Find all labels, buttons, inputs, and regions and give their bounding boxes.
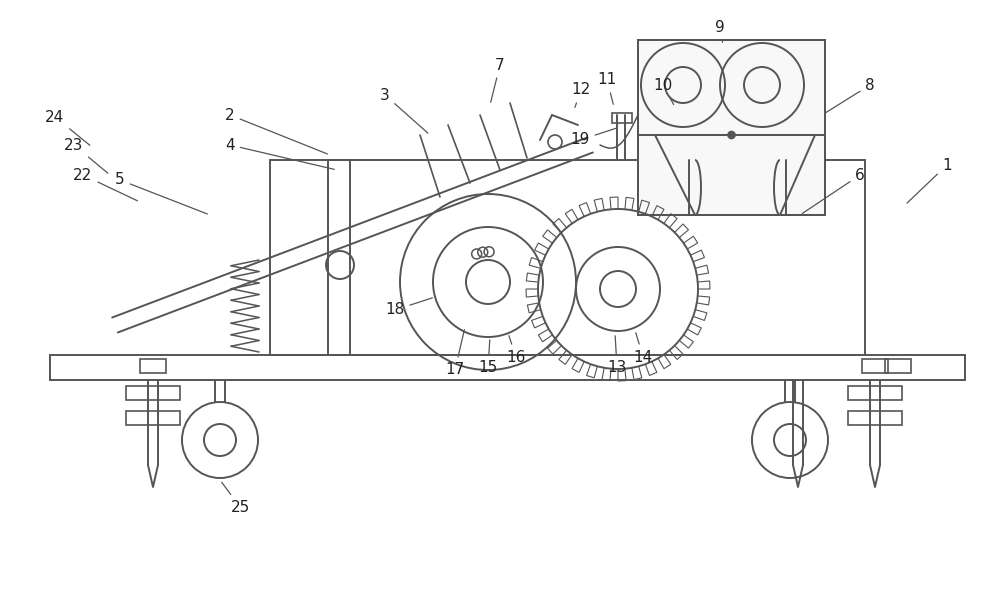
Text: 11: 11: [597, 73, 617, 104]
Circle shape: [728, 131, 736, 139]
Bar: [328, 160, 350, 355]
Bar: [848, 386, 902, 400]
Text: 1: 1: [907, 158, 952, 203]
Bar: [638, 40, 825, 215]
Text: 10: 10: [653, 77, 674, 105]
Text: 14: 14: [633, 333, 653, 365]
Text: 22: 22: [73, 168, 137, 201]
Text: 17: 17: [445, 330, 465, 377]
Text: 2: 2: [225, 108, 327, 154]
Bar: [848, 411, 902, 425]
Text: 25: 25: [222, 482, 250, 515]
Text: 24: 24: [45, 109, 90, 145]
Text: 19: 19: [570, 128, 617, 148]
Text: 16: 16: [506, 336, 526, 365]
Text: 23: 23: [64, 137, 108, 173]
Text: 5: 5: [115, 173, 207, 214]
Text: 6: 6: [802, 168, 865, 214]
Bar: [50, 355, 965, 380]
Bar: [612, 113, 632, 123]
Bar: [140, 359, 166, 373]
Text: 9: 9: [715, 20, 725, 42]
Text: 3: 3: [380, 87, 428, 133]
Bar: [126, 411, 180, 425]
Text: 8: 8: [824, 77, 875, 114]
Text: 12: 12: [571, 83, 591, 107]
Bar: [126, 386, 180, 400]
Text: 7: 7: [491, 58, 505, 102]
Bar: [885, 359, 911, 373]
Text: 4: 4: [225, 137, 334, 170]
Bar: [862, 359, 888, 373]
Text: 15: 15: [478, 340, 498, 374]
Bar: [270, 160, 865, 355]
Text: 18: 18: [385, 298, 432, 318]
Bar: [638, 40, 825, 215]
Text: 13: 13: [607, 336, 627, 374]
